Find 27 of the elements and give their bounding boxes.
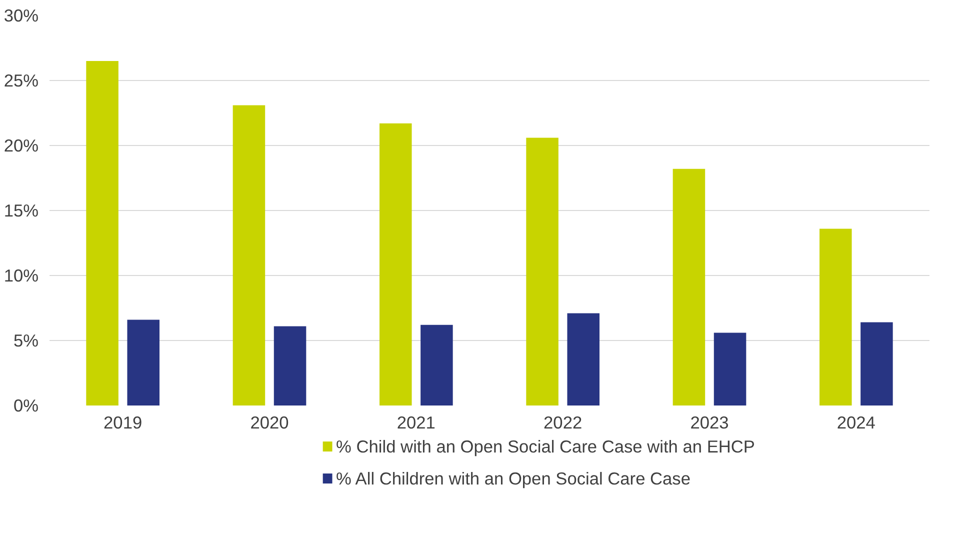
y-tick-label: 15%: [4, 200, 39, 220]
bar: [127, 320, 160, 406]
bar: [567, 313, 600, 406]
x-tick-label: 2021: [396, 412, 436, 432]
legend-label: % Child with an Open Social Care Case with an EHCP: [336, 436, 756, 456]
x-tick-label: 2019: [104, 412, 142, 432]
y-tick-label: 5%: [13, 330, 38, 350]
x-tick-label: 2024: [836, 412, 876, 432]
legend-label: % All Children with an Open Social Care Case: [336, 468, 690, 488]
bar: [714, 332, 746, 406]
x-tick-label: 2020: [250, 412, 289, 432]
y-tick-label: 30%: [4, 6, 39, 26]
bar: [274, 326, 306, 406]
y-tick-label: 20%: [4, 136, 39, 156]
bar: [820, 228, 852, 406]
bar: [420, 324, 453, 406]
y-tick-label: 0%: [13, 396, 38, 416]
bar: [526, 138, 558, 406]
bar: [86, 61, 118, 406]
bar: [672, 168, 706, 406]
x-tick-label: 2023: [690, 412, 729, 432]
x-tick-label: 2022: [544, 412, 582, 432]
bar: [860, 322, 893, 406]
y-tick-label: 25%: [4, 70, 39, 90]
bar: [232, 105, 266, 406]
y-tick-label: 10%: [4, 266, 39, 286]
bar: [380, 123, 412, 406]
